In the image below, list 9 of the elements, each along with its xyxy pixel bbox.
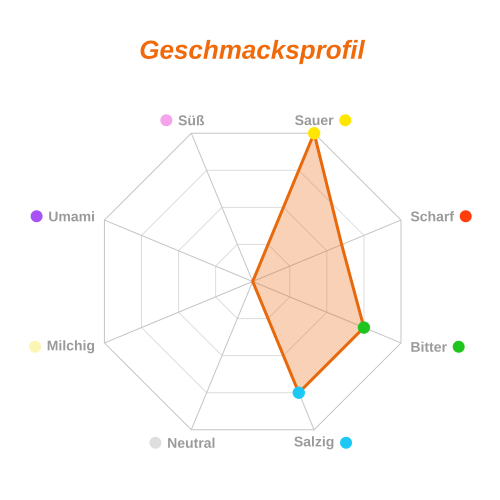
spoke-label: Milchig xyxy=(48,340,94,354)
spoke-label: Scharf xyxy=(410,211,454,222)
spoke-label: Umami xyxy=(49,211,94,222)
spoke-label: Bitter xyxy=(411,342,447,352)
chart-title: Geschmacksprofil xyxy=(140,40,366,64)
spoke-label: Neutral xyxy=(168,438,214,448)
spoke-label: Süß xyxy=(178,115,204,126)
spoke-label: Salzig xyxy=(294,436,334,450)
spoke-label: Sauer xyxy=(295,115,334,126)
